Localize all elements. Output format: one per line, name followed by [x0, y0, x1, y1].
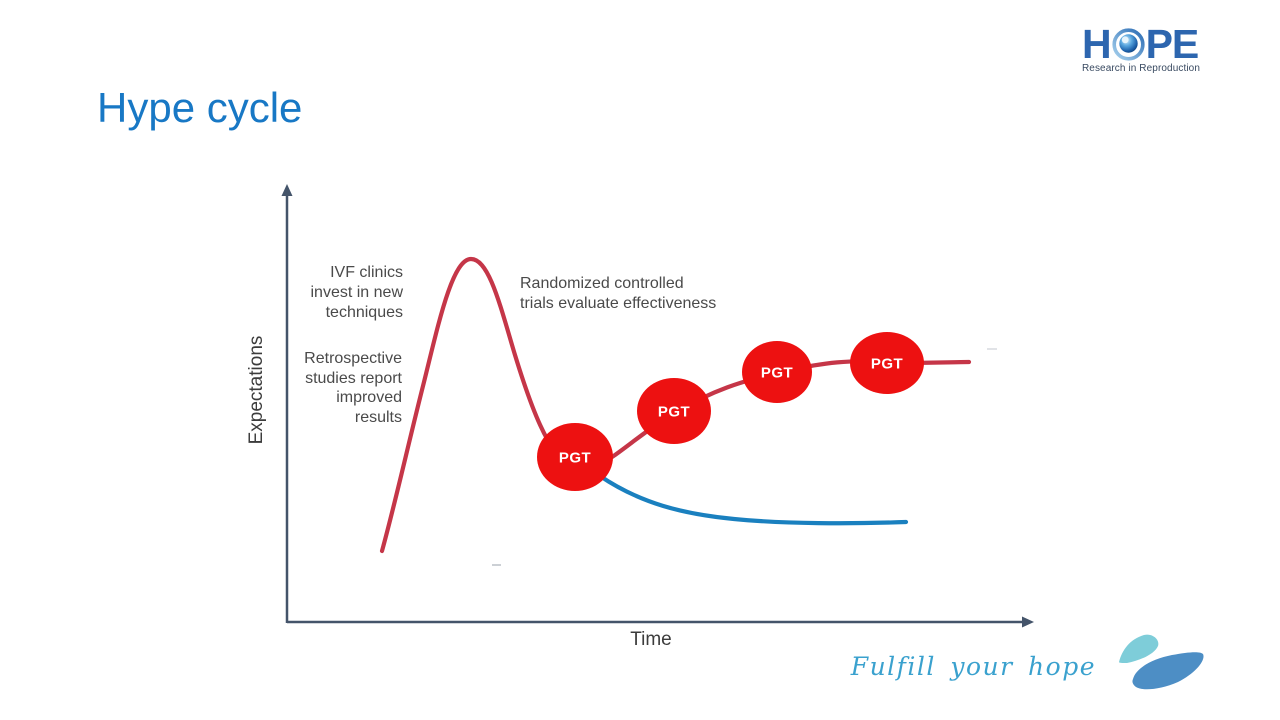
pgt-marker	[850, 332, 924, 394]
pgt-marker	[537, 423, 613, 491]
y-axis-arrow-icon	[281, 184, 293, 196]
decline-curve	[597, 473, 909, 526]
hope-logo-wordmark: H PE	[1082, 23, 1199, 64]
pgt-marker	[742, 341, 812, 403]
leaf-logo-icon	[1119, 634, 1204, 690]
pgt-markers: PGT PGT PGT PGT	[537, 332, 924, 491]
leaf-large	[1132, 652, 1204, 690]
x-axis-arrow-icon	[1022, 616, 1034, 628]
slogan: Fulfill your hope	[850, 652, 1096, 681]
y-axis-label: Expectations	[246, 335, 267, 445]
annotation-rct: Randomized controlled trials evaluate ef…	[520, 275, 717, 312]
annotation-ivf-clinics: IVF clinics invest in new techniques	[310, 264, 404, 321]
hope-logo-letter-h: H	[1081, 20, 1112, 67]
page-title: Hype cycle	[97, 84, 303, 131]
pgt-marker-label: PGT	[761, 365, 793, 382]
pgt-marker-label: PGT	[871, 356, 903, 373]
hope-logo-eye-icon	[1111, 27, 1145, 61]
annotation-retrospective: Retrospective studies report improved re…	[304, 350, 402, 426]
stray-mark	[492, 564, 501, 566]
hope-logo-tagline: Research in Reproduction	[1081, 63, 1200, 74]
axes	[281, 184, 1034, 628]
stray-mark	[987, 348, 997, 350]
leaf-small	[1119, 634, 1159, 663]
pgt-marker	[637, 378, 711, 444]
pgt-marker-label: PGT	[658, 404, 690, 421]
x-axis-label: Time	[630, 629, 672, 650]
hope-logo-letter-pe: PE	[1145, 20, 1200, 67]
pgt-marker-label: PGT	[559, 450, 591, 467]
hope-logo: H PE	[1081, 23, 1200, 74]
